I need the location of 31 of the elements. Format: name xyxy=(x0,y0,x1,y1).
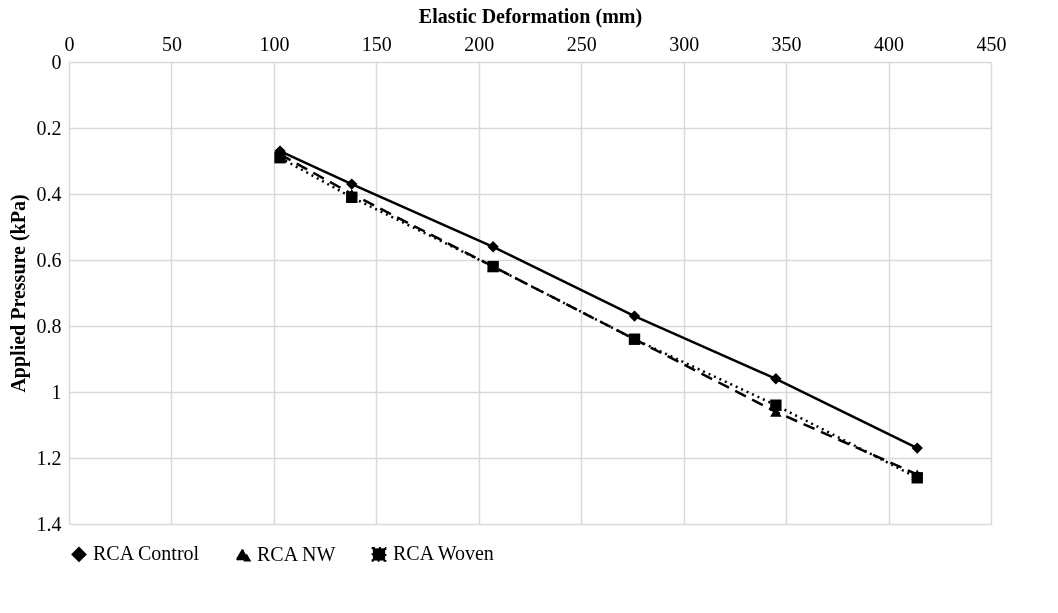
point xyxy=(770,373,782,385)
point xyxy=(274,152,286,164)
x-axis-title: Elastic Deformation (mm) xyxy=(418,4,643,28)
point xyxy=(628,310,641,322)
y-tick-label: 1.2 xyxy=(36,446,62,469)
x-tick-label: 300 xyxy=(669,32,700,55)
y-tick-label: 0.8 xyxy=(36,314,62,337)
point xyxy=(346,178,358,190)
x-tick-label: 450 xyxy=(976,32,1007,55)
x-tick-label: 150 xyxy=(361,32,392,55)
x-tick-label: 100 xyxy=(259,32,290,55)
point xyxy=(911,442,923,454)
x-tick-label: 400 xyxy=(874,32,905,55)
legend-label: RCA NW xyxy=(257,542,336,565)
legend-label: RCA Woven xyxy=(393,542,494,565)
y-tick-label: 0 xyxy=(51,50,62,73)
point xyxy=(770,399,782,411)
x-tick-label: 250 xyxy=(566,32,597,55)
point xyxy=(487,241,499,253)
y-tick-label: 0.6 xyxy=(36,248,62,271)
point xyxy=(911,472,923,484)
legend-label: RCA Control xyxy=(93,542,200,565)
y-tick-label: 0.2 xyxy=(36,116,62,139)
x-tick-label: 350 xyxy=(771,32,802,55)
x-tick-label: 200 xyxy=(464,32,495,55)
point xyxy=(346,191,358,203)
y-tick-label: 0.4 xyxy=(36,182,62,205)
y-axis-title: Applied Pressure (kPa) xyxy=(6,194,30,393)
x-tick-label: 50 xyxy=(161,32,182,55)
y-tick-label: 1.4 xyxy=(36,512,62,535)
y-tick-label: 1 xyxy=(51,380,62,403)
